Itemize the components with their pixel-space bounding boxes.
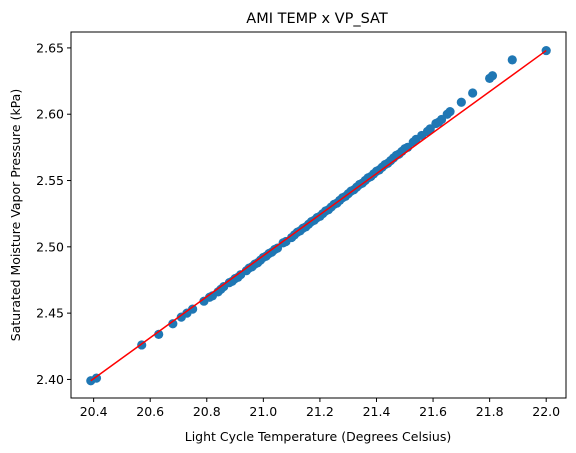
x-tick-label: 20.6 xyxy=(136,404,164,419)
data-point xyxy=(188,304,198,314)
y-axis-ticks: 2.40 2.45 2.50 2.55 2.60 2.65 xyxy=(36,40,71,387)
x-tick-label: 20.4 xyxy=(80,404,108,419)
y-tick-label: 2.60 xyxy=(36,107,64,122)
y-axis-label: Saturated Moisture Vapor Pressure (kPa) xyxy=(8,89,23,341)
x-tick-label: 20.8 xyxy=(193,404,221,419)
data-point xyxy=(154,329,164,339)
chart-title: AMI TEMP x VP_SAT xyxy=(246,11,388,27)
x-axis-label: Light Cycle Temperature (Degrees Celsius… xyxy=(185,429,452,444)
y-tick-label: 2.55 xyxy=(36,173,64,188)
data-point xyxy=(507,55,517,65)
x-tick-label: 21.4 xyxy=(363,404,391,419)
x-tick-label: 22.0 xyxy=(532,404,560,419)
y-tick-label: 2.40 xyxy=(36,372,64,387)
data-point xyxy=(456,97,466,107)
fit-line xyxy=(90,49,547,382)
x-tick-label: 21.0 xyxy=(249,404,277,419)
x-tick-label: 21.8 xyxy=(476,404,504,419)
x-tick-label: 21.6 xyxy=(419,404,447,419)
data-point xyxy=(168,319,178,329)
data-point xyxy=(487,71,498,81)
y-tick-label: 2.50 xyxy=(36,239,64,254)
data-point xyxy=(468,88,478,98)
fit-line-layer xyxy=(90,49,547,382)
axes-frame xyxy=(70,31,567,399)
y-tick-label: 2.65 xyxy=(36,40,64,55)
x-axis-ticks: 20.4 20.6 20.8 21.0 21.2 21.4 21.6 21.8 22.0 xyxy=(80,398,560,419)
data-point xyxy=(445,106,455,117)
x-tick-label: 21.2 xyxy=(306,404,334,419)
y-tick-label: 2.45 xyxy=(36,306,64,321)
